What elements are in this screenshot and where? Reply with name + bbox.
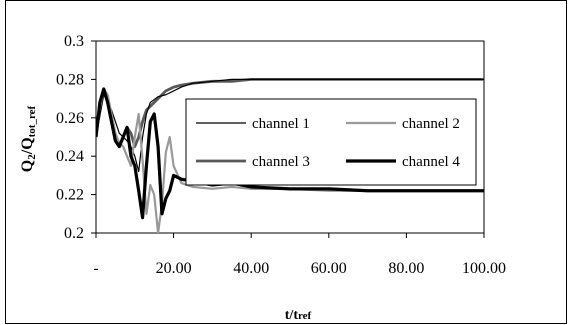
x-tick-label: 40.00 bbox=[233, 260, 269, 277]
legend-box bbox=[185, 98, 477, 186]
y-axis-title: Q2/Qtot_ref bbox=[19, 105, 38, 172]
y-tick-label: 0.2 bbox=[64, 225, 84, 242]
x-axis-title-main: t/t bbox=[285, 308, 299, 323]
y-axis-title-divider: /Q bbox=[19, 137, 36, 155]
y-tick-label: 0.28 bbox=[56, 71, 84, 88]
y-axis-title-q: Q bbox=[19, 160, 36, 172]
y-tick-label: 0.26 bbox=[56, 110, 84, 127]
y-axis-title-subscript: tot_ref bbox=[26, 105, 38, 137]
axis-titles: Q2/Qtot_ref t/tref bbox=[19, 105, 312, 323]
legend-label-channel-2: channel 2 bbox=[402, 116, 460, 132]
y-tick-label: 0.22 bbox=[56, 187, 84, 204]
x-axis-title: t/tref bbox=[285, 308, 312, 323]
y-axis-title-subscript-2: 2 bbox=[26, 154, 38, 160]
y-tick-label: 0.24 bbox=[56, 148, 84, 165]
series-line-channel-1 bbox=[96, 78, 484, 173]
series-group bbox=[96, 78, 484, 233]
chart-svg: 0.2 0.22 0.24 0.26 0.28 0.3 - 20.00 40.00 60.00 80… bbox=[19, 33, 506, 323]
legend-label-channel-4: channel 4 bbox=[402, 154, 460, 170]
legend-label-channel-3: channel 3 bbox=[252, 154, 310, 170]
chart-frame: 0.2 0.22 0.24 0.26 0.28 0.3 - 20.00 40.00 60.00 80… bbox=[5, 0, 567, 324]
y-tick-label: 0.3 bbox=[64, 33, 84, 50]
x-axis-title-subscript: ref bbox=[298, 310, 312, 322]
x-tick-label: 80.00 bbox=[388, 260, 424, 277]
legend: channel 1 channel 2 channel 3 channel 4 bbox=[185, 98, 477, 186]
legend-label-channel-1: channel 1 bbox=[252, 116, 310, 132]
x-tick-label: 60.00 bbox=[311, 260, 347, 277]
series-line-channel-4 bbox=[96, 87, 484, 220]
x-tick-label: 20.00 bbox=[156, 260, 192, 277]
x-tick-label: - bbox=[93, 260, 98, 277]
axes-group: 0.2 0.22 0.24 0.26 0.28 0.3 - 20.00 40.00 60.00 80… bbox=[56, 33, 506, 277]
x-tick-label: 100.00 bbox=[462, 260, 506, 277]
